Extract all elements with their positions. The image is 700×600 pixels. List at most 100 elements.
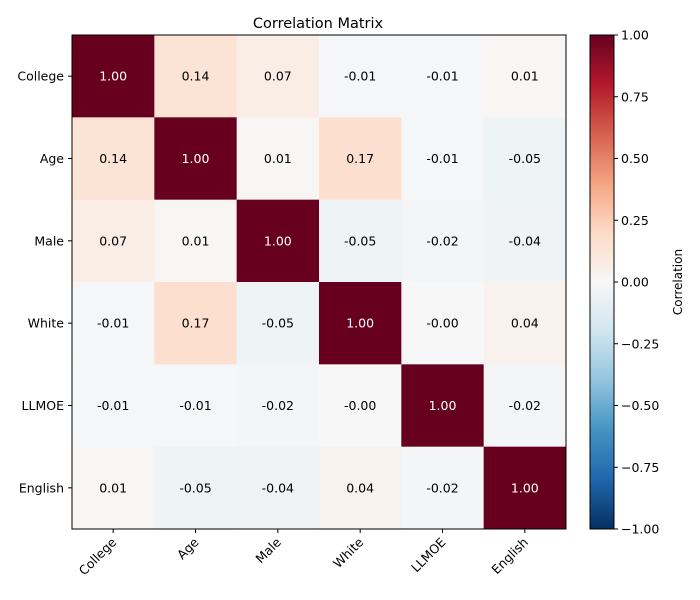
heatmap-cells (72, 35, 567, 530)
cell-value-label: 0.04 (511, 316, 539, 331)
cell-value-label: 0.17 (346, 151, 374, 166)
cell-value-label: 0.14 (182, 69, 210, 84)
cell-value-label: -0.02 (262, 398, 294, 413)
cell-value-label: -0.01 (344, 69, 376, 84)
heatmap-cell (401, 199, 485, 283)
heatmap-cell (401, 446, 485, 530)
heatmap-cell (72, 446, 155, 530)
colorbar-tick-label: 0.25 (621, 213, 649, 228)
y-tick-label: White (28, 316, 65, 331)
heatmap-cell (319, 117, 402, 201)
heatmap-cell (236, 282, 320, 365)
cell-value-label: -0.01 (426, 151, 458, 166)
heatmap-cell (154, 364, 238, 448)
y-tick-label: College (17, 69, 64, 84)
cell-value-label: 1.00 (346, 316, 374, 331)
heatmap-cell (154, 35, 238, 118)
heatmap-cell (483, 199, 567, 283)
y-tick-label: Male (34, 233, 64, 248)
cell-value-label: -0.04 (262, 480, 294, 495)
cell-value-label: -0.04 (509, 233, 541, 248)
heatmap-cell (401, 117, 485, 201)
cell-value-label: 1.00 (99, 69, 127, 84)
colorbar-tick-label: 1.00 (621, 28, 649, 43)
y-tick-label: Age (40, 151, 64, 166)
heatmap-cell (236, 364, 320, 448)
heatmap-cell (319, 364, 402, 448)
colorbar-tick-label: 0.75 (621, 89, 649, 104)
heatmap-cell (483, 117, 567, 201)
heatmap-cell (154, 117, 238, 201)
heatmap-cell (401, 35, 485, 118)
cell-value-label: -0.00 (426, 316, 458, 331)
cell-value-label: 0.04 (346, 480, 374, 495)
heatmap-cell (483, 35, 567, 118)
colorbar (590, 35, 614, 529)
cell-value-label: 1.00 (182, 151, 210, 166)
cell-value-label: -0.05 (344, 233, 376, 248)
cell-value-label: -0.05 (262, 316, 294, 331)
cell-value-label: 0.17 (182, 316, 210, 331)
colorbar-tick-label: −1.00 (621, 522, 659, 537)
colorbar-tick-label: −0.50 (621, 398, 659, 413)
cell-value-label: 0.01 (264, 151, 292, 166)
heatmap-cell (154, 446, 238, 530)
heatmap-cell (319, 446, 402, 530)
heatmap-cell (72, 282, 155, 365)
heatmap-cell (72, 117, 155, 201)
cell-value-label: 0.14 (99, 151, 127, 166)
plot-frame (71, 34, 567, 530)
cell-value-label: -0.05 (509, 151, 541, 166)
cell-value-label: 0.01 (511, 69, 539, 84)
cell-value-label: -0.02 (426, 480, 458, 495)
heatmap-cell (236, 117, 320, 201)
heatmap-cell (72, 199, 155, 283)
cell-value-label: 1.00 (429, 398, 457, 413)
cell-value-label: 0.01 (182, 233, 210, 248)
heatmap-cell (401, 282, 485, 365)
heatmap-cell (319, 199, 402, 283)
x-axis: College Age Male White LLMOE English (76, 529, 531, 578)
cell-value-label: -0.02 (426, 233, 458, 248)
heatmap-cell (72, 35, 155, 118)
cell-value-label: -0.05 (179, 480, 211, 495)
chart-title: Correlation Matrix (253, 16, 384, 32)
colorbar-tick-label: 0.00 (621, 275, 649, 290)
x-tick-label: English (488, 535, 531, 578)
cell-value-label: -0.01 (426, 69, 458, 84)
heatmap-cell (483, 446, 567, 530)
y-tick-label: English (19, 480, 64, 495)
heatmap-cell (483, 364, 567, 448)
cell-value-label: -0.00 (344, 398, 376, 413)
y-tick-label: LLMOE (22, 398, 65, 413)
colorbar-label: Correlation (671, 249, 685, 315)
heatmap-cell (236, 35, 320, 118)
colorbar-tick-label: −0.75 (621, 460, 659, 475)
y-axis: College Age Male White LLMOE English (17, 69, 72, 495)
cell-value-label: 0.01 (99, 480, 127, 495)
cell-value-label: -0.01 (97, 398, 129, 413)
heatmap-cell (236, 446, 320, 530)
colorbar-tick-label: 0.50 (621, 151, 649, 166)
heatmap-cell (236, 199, 320, 283)
cell-value-label: -0.01 (179, 398, 211, 413)
heatmap-cell (154, 282, 238, 365)
colorbar-tick-label: −0.25 (621, 336, 659, 351)
heatmap-cell (319, 35, 402, 118)
heatmap-cell (72, 364, 155, 448)
x-tick-label: College (76, 534, 120, 578)
heatmap-cell (154, 199, 238, 283)
x-tick-label: LLMOE (408, 534, 449, 575)
cell-value-label: 0.07 (99, 233, 127, 248)
heatmap-cell (401, 364, 485, 448)
cell-value-label: 1.00 (511, 480, 539, 495)
x-tick-label: Male (252, 534, 284, 566)
cell-value-label: -0.01 (97, 316, 129, 331)
heatmap-cell (483, 282, 567, 365)
cell-value-label: -0.02 (509, 398, 541, 413)
x-tick-label: Age (174, 534, 202, 562)
cell-value-label: 0.07 (264, 69, 292, 84)
colorbar-ticks: 1.00 0.75 0.50 0.25 0.00 −0.25 −0.50 −0.75 −1.00 (614, 28, 659, 537)
heatmap-cell-labels: 1.00 0.14 0.07 -0.01 -0.01 0.01 0.14 1.00 0.01 0.… (97, 69, 541, 496)
heatmap-cell (319, 282, 402, 365)
